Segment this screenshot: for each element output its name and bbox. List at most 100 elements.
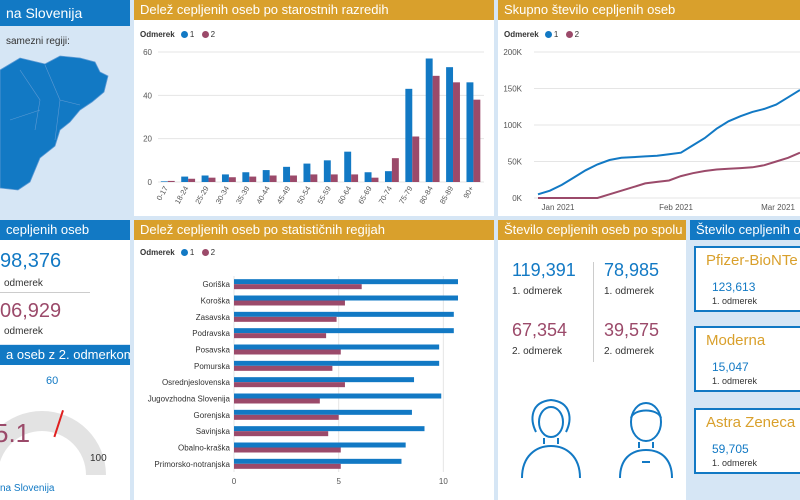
- region-chart-legend: Odmerek 1 2: [140, 248, 220, 257]
- female-icon: [521, 398, 581, 479]
- region-label: Primorsko-notranjska: [154, 460, 230, 469]
- gauge-panel-title: a oseb z 2. odmerkom: [0, 345, 130, 365]
- x-tick-label: 40-44: [254, 185, 271, 206]
- region-bar-Primorsko-notranjska-dose2: [234, 463, 341, 469]
- legend-title: Odmerek: [140, 30, 175, 39]
- age-bar-25-29-dose2: [208, 177, 216, 182]
- vaccine-panel-title: Število cepljenih o: [690, 220, 800, 240]
- age-bar-30-34-dose2: [228, 177, 236, 182]
- age-bar-90+-dose2: [473, 99, 481, 182]
- vaccine-name: Pfizer-BioNTe: [706, 252, 798, 269]
- y-tick-label: 40: [143, 91, 152, 100]
- x-tick-label: 45-49: [275, 185, 292, 206]
- vaccine-card-moderna[interactable]: Moderna 15,047 1. odmerek 4 2: [694, 326, 800, 392]
- gauge-track: [0, 411, 106, 475]
- x-tick-label: 60-64: [336, 185, 353, 206]
- region-label: Osrednjeslovenska: [162, 378, 231, 387]
- region-bar-Pomurska-dose2: [234, 365, 333, 371]
- y-tick-label: 0K: [512, 194, 522, 203]
- male-dose1-label: 1. odmerek: [604, 286, 655, 297]
- region-bar-Gorenjska-dose1: [234, 409, 412, 415]
- age-bar-35-39-dose1: [242, 172, 250, 182]
- region-label: Zasavska: [196, 313, 231, 322]
- male-dose2-label: 2. odmerek: [604, 346, 655, 357]
- gender-divider: [593, 262, 594, 362]
- region-label: Koroška: [201, 297, 231, 306]
- legend-dot-1: [180, 31, 188, 38]
- age-bar-65-69-dose1: [364, 172, 372, 182]
- legend-title: Odmerek: [504, 30, 539, 39]
- x-tick-label: 5: [336, 477, 341, 486]
- male-dose2: 39,575: [604, 320, 660, 340]
- age-bar-40-44-dose1: [262, 170, 270, 182]
- x-tick-label: 35-39: [234, 185, 251, 206]
- y-tick-label: 20: [143, 135, 152, 144]
- region-label: Pomurska: [194, 362, 231, 371]
- y-tick-label: 0: [148, 178, 153, 187]
- total-chart-panel: Skupno število cepljenih oseb Odmerek 1 …: [498, 0, 800, 216]
- age-bar-chart[interactable]: 0 20 40 60 0-17 18-24 25-29 30-34 35-39 40-44 45-4…: [134, 20, 494, 216]
- x-tick-label: 65-69: [356, 185, 373, 206]
- legend-dot-2: [565, 31, 573, 38]
- region-label: Obalno-kraška: [178, 444, 231, 453]
- x-tick-label: 85-89: [438, 185, 455, 206]
- male-dose1: 78,985: [604, 260, 660, 280]
- region-chart-panel: Delež cepljenih oseb po statističnih reg…: [134, 220, 494, 500]
- region-bar-Savinjska-dose1: [234, 426, 425, 432]
- total-line-dose1: [537, 89, 800, 196]
- total-line-chart[interactable]: 0K 50K 100K 150K 200K Jan 2021 Feb 2021 Mar 202…: [498, 20, 800, 216]
- legend-label-2: 2: [574, 30, 580, 39]
- region-bar-Primorsko-notranjska-dose1: [234, 458, 402, 464]
- map-panel: na Slovenija samezni regiji:: [0, 0, 130, 216]
- legend-title: Odmerek: [140, 248, 175, 257]
- vaccine-card-astrazeneca[interactable]: Astra Zeneca 59,705 1. odmerek 8 2: [694, 408, 800, 474]
- region-bar-Pomurska-dose1: [234, 360, 440, 366]
- region-bar-Podravska-dose2: [234, 333, 327, 339]
- region-bar-Koroška-dose1: [234, 295, 458, 301]
- age-bar-50-54-dose2: [310, 174, 318, 182]
- map-panel-subtitle: samezni regiji:: [6, 36, 70, 47]
- age-chart-legend: Odmerek 1 2: [140, 30, 220, 39]
- legend-label-2: 2: [210, 248, 216, 257]
- female-dose2-label: 2. odmerek: [512, 346, 563, 357]
- legend-dot-1: [544, 31, 552, 38]
- vaccine-dose1-value: 15,047: [712, 360, 749, 374]
- legend-label-1: 1: [553, 30, 559, 39]
- slovenia-map[interactable]: [0, 50, 130, 210]
- gauge-region-label: na Slovenija: [0, 483, 55, 494]
- age-bar-50-54-dose1: [303, 163, 311, 182]
- vaccine-dose1-label: 1. odmerek: [712, 296, 758, 306]
- region-bar-Goriška-dose1: [234, 279, 458, 285]
- gauge-target-label: 60: [46, 375, 59, 387]
- gauge-max-label: 100: [90, 453, 107, 464]
- vaccine-dose1-label: 1. odmerek: [712, 458, 758, 468]
- age-bar-30-34-dose1: [221, 174, 229, 182]
- region-bar-Koroška-dose2: [234, 300, 345, 306]
- y-tick-label: 200K: [503, 48, 522, 57]
- age-bar-25-29-dose1: [201, 175, 209, 182]
- age-bar-60-64-dose2: [351, 174, 359, 182]
- age-bar-80-84-dose2: [432, 75, 440, 182]
- vaccine-name: Astra Zeneca: [706, 414, 796, 431]
- age-bar-70-74-dose1: [384, 171, 392, 182]
- region-bar-Jugovzhodna Slovenija-dose2: [234, 398, 320, 404]
- region-bar-Goriška-dose2: [234, 284, 362, 290]
- age-bar-0-17-dose2: [167, 180, 175, 182]
- age-bar-40-44-dose2: [269, 175, 277, 182]
- x-tick-label: Feb 2021: [659, 203, 693, 212]
- x-tick-label: 75-79: [397, 185, 414, 206]
- region-bar-Posavska-dose2: [234, 349, 341, 355]
- vaccine-card-pfizer[interactable]: Pfizer-BioNTe 123,613 1. odmerek 2 2: [694, 246, 800, 312]
- count-panel-title: cepljenih oseb: [0, 220, 130, 240]
- total-chart-title: Skupno število cepljenih oseb: [498, 0, 800, 20]
- dose2-gauge[interactable]: [0, 365, 130, 500]
- region-bar-Gorenjska-dose2: [234, 414, 339, 420]
- x-tick-label: 18-24: [173, 185, 190, 206]
- x-tick-label: 30-34: [214, 185, 231, 206]
- age-bar-85-89-dose2: [453, 82, 460, 182]
- region-label: Goriška: [202, 280, 230, 289]
- x-tick-label: 70-74: [377, 185, 394, 206]
- region-bar-Osrednjeslovenska-dose2: [234, 382, 345, 388]
- region-bar-chart[interactable]: 0 5 10 Goriška Koroška Zasavska Podravska Posav…: [134, 240, 494, 500]
- age-bar-55-59-dose1: [323, 160, 331, 182]
